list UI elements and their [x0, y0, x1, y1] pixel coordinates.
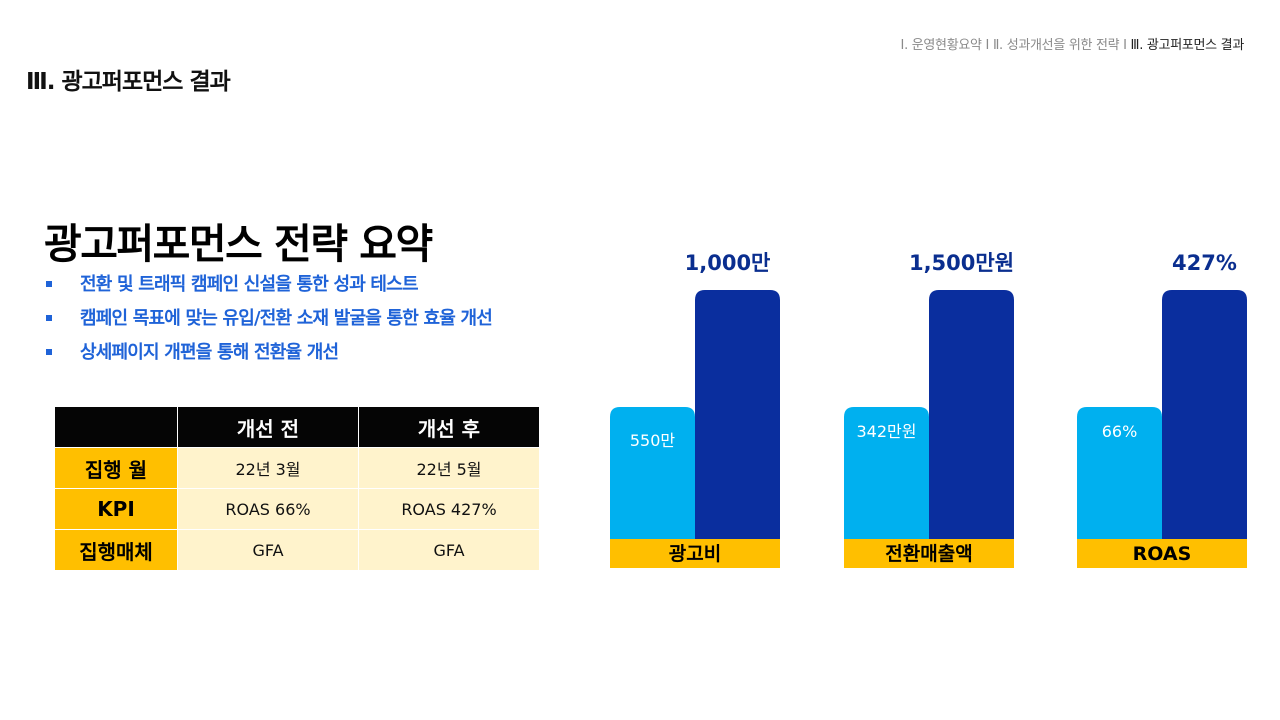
cell-month-before: 22년 3월 — [177, 447, 359, 489]
bullet-text: 캠페인 목표에 맞는 유입/전환 소재 발굴을 통한 효율 개선 — [80, 308, 493, 329]
bullet-list: 전환 및 트래픽 캠페인 신설을 통한 성과 테스트 캠페인 목표에 맞는 유입… — [44, 272, 493, 374]
category-label: ROAS — [1133, 543, 1192, 565]
breadcrumb: Ⅰ. 운영현황요약 I Ⅱ. 성과개선을 위한 전략 I Ⅲ. 광고퍼포먼스 결… — [900, 34, 1245, 53]
category-band — [844, 539, 1014, 568]
bullet-item: 전환 및 트래픽 캠페인 신설을 통한 성과 테스트 — [44, 272, 492, 306]
row-header-month: 집행 월 — [54, 447, 178, 489]
category-band — [1077, 539, 1247, 568]
breadcrumb-item-overview[interactable]: Ⅰ. 운영현황요약 — [900, 38, 982, 53]
value-label-before: 342만원 — [857, 422, 917, 441]
category-band — [610, 539, 780, 568]
cell-media-before: GFA — [177, 529, 359, 571]
section-title: 광고퍼포먼스 전략 요약 — [44, 220, 433, 268]
column-header-before: 개선 전 — [177, 406, 359, 448]
breadcrumb-item-results[interactable]: Ⅲ. 광고퍼포먼스 결과 — [1130, 38, 1245, 53]
breadcrumb-separator: I — [985, 38, 990, 53]
bar-before-1 — [844, 407, 929, 540]
cell-kpi-before: ROAS 66% — [177, 488, 359, 530]
row-header-kpi: KPI — [54, 488, 178, 530]
bullet-marker — [46, 349, 52, 355]
value-label-after: 1,500만원 — [909, 251, 1014, 275]
column-header-after: 개선 후 — [358, 406, 540, 448]
value-label-before: 550만 — [630, 431, 676, 450]
bar-after-0 — [695, 290, 780, 540]
bullet-item: 캠페인 목표에 맞는 유입/전환 소재 발굴을 통한 효율 개선 — [44, 306, 493, 340]
bar-before-0 — [610, 407, 695, 540]
table-header-row: 개선 전 개선 후 — [54, 406, 540, 448]
cell-media-after: GFA — [358, 529, 540, 571]
row-header-media: 집행매체 — [54, 529, 178, 571]
table-row: KPI ROAS 66% ROAS 427% — [54, 488, 540, 530]
bullet-item: 상세페이지 개편을 통해 전환율 개선 — [44, 340, 492, 374]
comparison-table: 개선 전 개선 후 집행 월 22년 3월 22년 5월 KPI ROAS 66… — [54, 406, 540, 571]
bullet-text: 전환 및 트래픽 캠페인 신설을 통한 성과 테스트 — [80, 274, 419, 295]
category-label: 광고비 — [669, 543, 721, 565]
table-row: 집행 월 22년 3월 22년 5월 — [54, 447, 540, 489]
page-title: Ⅲ. 광고퍼포먼스 결과 — [26, 69, 231, 95]
table-row: 집행매체 GFA GFA — [54, 529, 540, 571]
breadcrumb-separator: I — [1123, 38, 1127, 53]
breadcrumb-item-strategy[interactable]: Ⅱ. 성과개선을 위한 전략 — [992, 38, 1120, 53]
bullet-text: 상세페이지 개편을 통해 전환율 개선 — [80, 342, 339, 363]
bar-after-1 — [929, 290, 1014, 540]
value-label-before: 66% — [1102, 422, 1138, 441]
bullet-marker — [46, 315, 52, 321]
cell-month-after: 22년 5월 — [358, 447, 540, 489]
bullet-marker — [46, 281, 52, 287]
table-corner-cell — [54, 406, 178, 448]
cell-kpi-after: ROAS 427% — [358, 488, 540, 530]
category-label: 전환매출액 — [885, 543, 972, 565]
value-label-after: 1,000만 — [685, 251, 771, 275]
value-label-after: 427% — [1172, 251, 1237, 275]
bar-before-2 — [1077, 407, 1162, 540]
bar-after-2 — [1162, 290, 1247, 540]
